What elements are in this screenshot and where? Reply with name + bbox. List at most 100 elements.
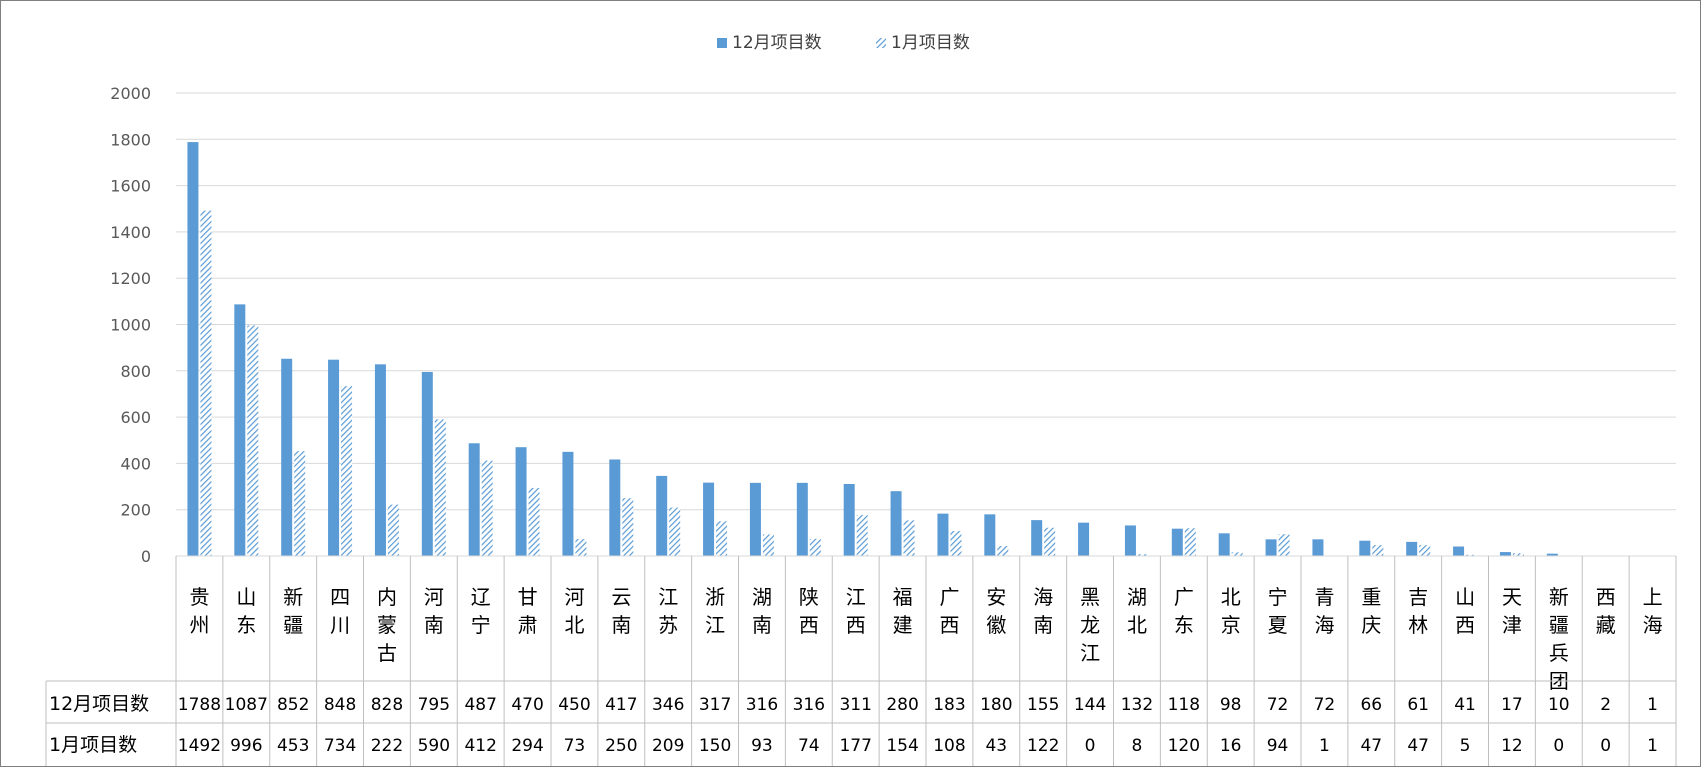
table-cell-value: 120 [1168,736,1200,756]
table-cell-value: 209 [652,736,684,756]
x-tick-label: 浙江 [705,585,725,637]
legend-swatch-jan [876,38,886,48]
table-cell-value: 98 [1220,695,1242,715]
y-tick-label: 1000 [110,316,151,335]
table-cell-value: 848 [324,695,356,715]
y-tick-label: 0 [141,547,151,566]
x-tick-label: 江苏 [658,585,678,637]
table-cell-value: 150 [699,736,731,756]
bar-jan [716,521,727,556]
bar-jan [1279,534,1290,556]
bar-jan [622,498,633,556]
x-tick-label: 云南 [611,585,631,637]
bar-dec [891,491,902,556]
bar-jan [294,451,305,556]
bar-dec [609,459,620,556]
bar-dec [797,483,808,556]
x-tick-label: 青海 [1314,585,1334,637]
table-cell-value: 180 [980,695,1012,715]
table-cell-value: 61 [1407,695,1429,715]
bar-jan [482,461,493,556]
table-cell-value: 795 [418,695,450,715]
legend-label-dec: 12月项目数 [732,33,822,53]
bar-jan [529,488,540,556]
bar-dec [1078,523,1089,556]
x-tick-label: 安徽 [986,585,1006,637]
bar-dec [1125,525,1136,556]
table-cell-value: 828 [371,695,403,715]
table-cell-value: 10 [1548,695,1570,715]
bar-jan [575,539,586,556]
x-tick-label: 辽宁 [471,585,491,637]
bar-dec [1406,542,1417,556]
x-tick-label: 西藏 [1596,585,1616,637]
x-tick-label: 重庆 [1361,585,1381,637]
table-cell-value: 72 [1314,695,1336,715]
table-cell-value: 94 [1267,736,1289,756]
table-cell-value: 1 [1319,736,1330,756]
table-cell-value: 1087 [225,695,268,715]
bar-dec [187,142,198,556]
x-tick-label: 陕西 [799,585,819,637]
bar-jan [341,386,352,556]
bar-dec [516,447,527,556]
bar-dec [469,443,480,556]
bar-dec [984,514,995,556]
bar-dec [1031,520,1042,556]
bar-dec [937,514,948,556]
x-tick-label: 福建 [893,585,913,637]
table-cell-value: 316 [746,695,778,715]
table-cell-value: 470 [511,695,543,715]
table-cell-value: 122 [1027,736,1059,756]
x-tick-label: 宁夏 [1268,585,1288,637]
bar-jan [1044,528,1055,556]
table-cell-value: 996 [230,736,262,756]
table-cell-value: 0 [1553,736,1564,756]
table-cell-value: 144 [1074,695,1106,715]
table-cell-value: 2 [1600,695,1611,715]
table-cell-value: 453 [277,736,309,756]
legend-swatch-dec [717,38,727,48]
y-tick-label: 1600 [110,177,151,196]
table-cell-value: 177 [839,736,871,756]
table-cell-value: 590 [418,736,450,756]
table-cell-value: 734 [324,736,356,756]
table-cell-value: 0 [1600,736,1611,756]
table-cell-value: 43 [985,736,1007,756]
y-tick-label: 800 [120,362,151,381]
bar-dec [656,476,667,556]
table-cell-value: 852 [277,695,309,715]
table-cell-value: 132 [1121,695,1153,715]
table-cell-value: 346 [652,695,684,715]
y-tick-label: 600 [120,408,151,427]
legend: 12月项目数 1月项目数 [717,33,970,53]
table-cell-value: 73 [564,736,586,756]
bar-jan [1232,552,1243,556]
x-tick-label: 河北 [564,585,584,637]
table-cell-value: 487 [464,695,496,715]
table-cell-value: 412 [464,736,496,756]
table-cell-value: 1 [1647,736,1658,756]
bar-dec [281,359,292,556]
bar-jan [200,211,211,556]
table-cell-value: 16 [1220,736,1242,756]
bar-dec [422,372,433,556]
bar-dec [375,364,386,556]
x-tick-label: 山东 [236,585,256,637]
bar-dec [750,483,761,556]
bar-dec [1219,533,1230,556]
table-cell-value: 1 [1647,695,1658,715]
table-cell-value: 316 [793,695,825,715]
table-cell-value: 450 [558,695,590,715]
bar-dec [703,483,714,556]
table-cell-value: 1788 [178,695,221,715]
x-tick-label: 四川 [330,585,350,637]
table-cell-value: 294 [511,736,543,756]
table-row-header: 12月项目数 [49,693,149,715]
table-cell-value: 154 [886,736,918,756]
table-cell-value: 12 [1501,736,1523,756]
x-tick-label: 山西 [1455,585,1475,637]
x-tick-label: 北京 [1221,585,1241,637]
